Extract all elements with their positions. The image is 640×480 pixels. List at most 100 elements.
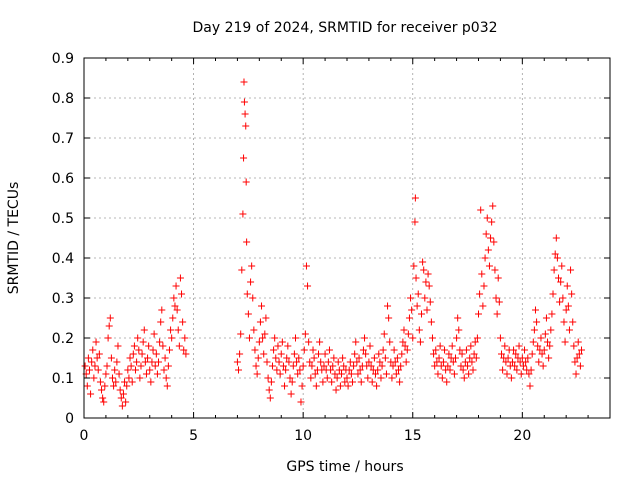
data-point	[549, 290, 557, 298]
data-point	[317, 358, 325, 366]
data-point	[459, 366, 467, 374]
data-point	[265, 386, 273, 394]
data-point	[537, 334, 545, 342]
data-point	[153, 370, 161, 378]
data-point	[304, 282, 312, 290]
data-point	[93, 354, 101, 362]
data-point	[569, 318, 577, 326]
data-point	[298, 382, 306, 390]
data-point	[272, 354, 280, 362]
data-point	[242, 122, 250, 130]
data-point	[469, 366, 477, 374]
data-point	[334, 358, 342, 366]
data-point	[164, 362, 172, 370]
data-point	[386, 338, 394, 346]
data-point	[483, 214, 491, 222]
data-point	[364, 374, 372, 382]
data-point	[412, 274, 420, 282]
data-point	[464, 362, 472, 370]
data-point	[411, 218, 419, 226]
data-point	[354, 370, 362, 378]
data-point	[264, 374, 272, 382]
data-point	[165, 346, 173, 354]
data-point	[563, 282, 571, 290]
grid-layer	[84, 58, 610, 418]
data-point	[336, 382, 344, 390]
data-point	[445, 350, 453, 358]
data-point	[295, 354, 303, 362]
y-tick-label: 0.2	[52, 331, 74, 347]
data-point	[512, 350, 520, 358]
data-point	[126, 354, 134, 362]
data-point	[175, 342, 183, 350]
data-point	[309, 346, 317, 354]
data-point	[162, 374, 170, 382]
data-point	[95, 350, 103, 358]
data-point	[256, 318, 264, 326]
data-point	[456, 346, 464, 354]
data-point	[578, 346, 586, 354]
data-point	[237, 330, 245, 338]
data-point	[124, 366, 132, 374]
data-point	[137, 362, 145, 370]
data-point	[493, 310, 501, 318]
data-point	[282, 366, 290, 374]
data-point	[508, 358, 516, 366]
data-point	[574, 338, 582, 346]
data-point	[350, 362, 358, 370]
data-point	[268, 362, 276, 370]
data-point	[96, 378, 104, 386]
data-point	[400, 326, 408, 334]
data-point	[434, 370, 442, 378]
data-point	[345, 366, 353, 374]
data-point	[248, 262, 256, 270]
y-tick-labels: 0 0.1 0.2 0.3 0.4 0.5 0.6 0.7 0.8 0.9	[52, 51, 74, 427]
data-point	[535, 358, 543, 366]
data-point	[333, 374, 341, 382]
data-point	[158, 306, 166, 314]
data-point	[371, 370, 379, 378]
data-point	[357, 378, 365, 386]
data-point	[446, 366, 454, 374]
x-tick-label: 10	[294, 428, 312, 444]
data-point	[316, 338, 324, 346]
data-point	[179, 318, 187, 326]
data-point	[147, 378, 155, 386]
data-point	[254, 354, 262, 362]
data-point	[160, 366, 168, 374]
data-point	[113, 358, 121, 366]
data-point	[118, 402, 126, 410]
data-point	[379, 346, 387, 354]
data-point	[451, 354, 459, 362]
data-point	[428, 334, 436, 342]
data-point	[410, 262, 418, 270]
data-point	[392, 370, 400, 378]
data-point	[325, 346, 333, 354]
data-point	[476, 290, 484, 298]
data-point	[129, 350, 137, 358]
data-point	[411, 194, 419, 202]
data-point	[365, 358, 373, 366]
data-point	[405, 314, 413, 322]
data-point	[178, 290, 186, 298]
data-point	[460, 374, 468, 382]
data-point	[278, 338, 286, 346]
data-point	[407, 294, 415, 302]
data-point	[315, 350, 323, 358]
data-point	[127, 362, 135, 370]
data-point	[114, 342, 122, 350]
data-point	[526, 382, 534, 390]
data-point	[233, 358, 241, 366]
data-point	[547, 326, 555, 334]
data-point	[107, 354, 115, 362]
data-point	[329, 362, 337, 370]
data-point	[381, 354, 389, 362]
data-point	[568, 290, 576, 298]
data-point	[557, 278, 565, 286]
data-point	[529, 338, 537, 346]
data-point	[293, 358, 301, 366]
data-point	[443, 378, 451, 386]
data-point	[480, 282, 488, 290]
data-point	[240, 98, 248, 106]
